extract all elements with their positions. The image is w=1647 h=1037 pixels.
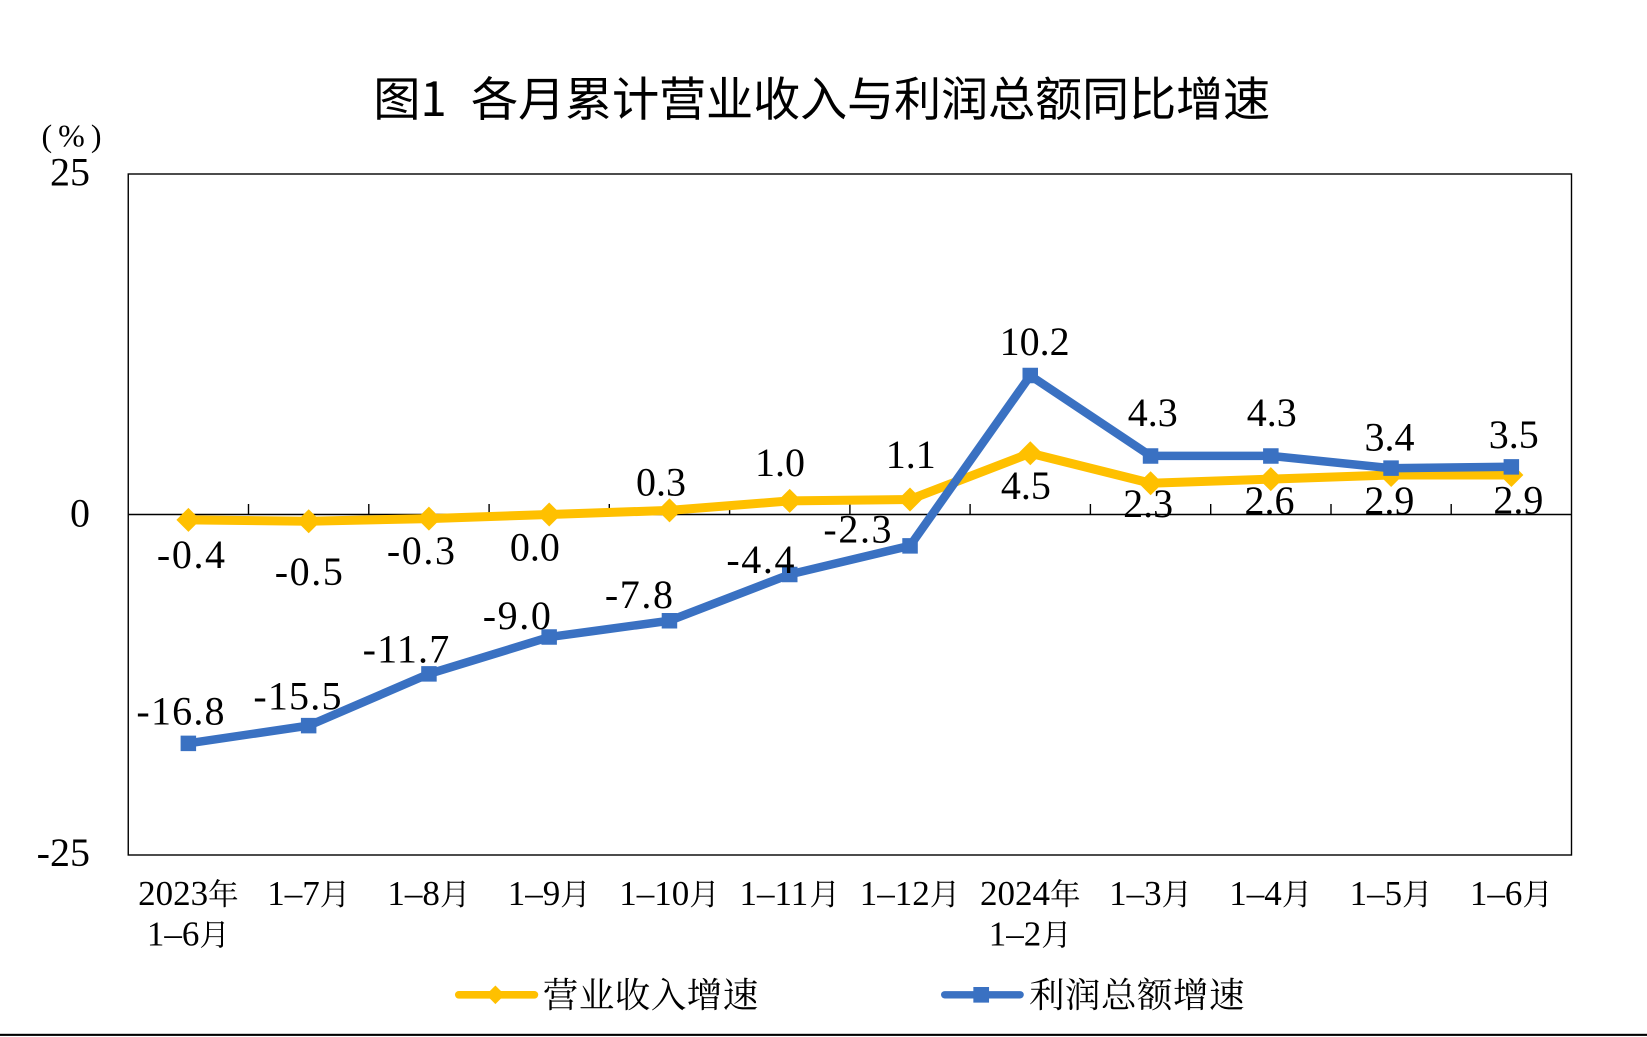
- svg-text:1–7: 1–7: [267, 874, 320, 913]
- svg-text:-16.8: -16.8: [136, 689, 225, 734]
- svg-text:-0.5: -0.5: [275, 549, 345, 594]
- svg-text:3.5: 3.5: [1489, 412, 1539, 457]
- svg-text:-25: -25: [37, 830, 90, 875]
- svg-text:2.9: 2.9: [1493, 478, 1543, 523]
- svg-text:4.5: 4.5: [1001, 463, 1051, 508]
- svg-text:4.3: 4.3: [1247, 390, 1297, 435]
- svg-text:2024: 2024: [980, 874, 1050, 913]
- svg-text:-9.0: -9.0: [483, 593, 553, 638]
- svg-text:-0.4: -0.4: [157, 532, 227, 577]
- svg-text:2.3: 2.3: [1123, 481, 1173, 526]
- svg-text:(%): (%): [42, 118, 108, 154]
- svg-text:1–6: 1–6: [147, 915, 200, 954]
- svg-text:-4.4: -4.4: [726, 537, 796, 582]
- svg-text:1–9: 1–9: [508, 874, 561, 913]
- svg-text:1–12: 1–12: [860, 874, 930, 913]
- svg-text:-7.8: -7.8: [605, 572, 675, 617]
- svg-text:1–6: 1–6: [1470, 874, 1523, 913]
- svg-text:-2.3: -2.3: [823, 507, 893, 552]
- svg-text:25: 25: [50, 150, 90, 195]
- svg-text:2.9: 2.9: [1364, 478, 1414, 523]
- svg-text:1–3: 1–3: [1109, 874, 1162, 913]
- svg-text:10.2: 10.2: [1000, 319, 1070, 364]
- svg-text:0.0: 0.0: [510, 525, 560, 570]
- svg-text:0: 0: [70, 491, 90, 536]
- svg-text:-11.7: -11.7: [363, 627, 451, 672]
- svg-text:2023: 2023: [138, 874, 208, 913]
- svg-text:0.3: 0.3: [636, 460, 686, 505]
- svg-text:-0.3: -0.3: [387, 528, 457, 573]
- svg-text:1.1: 1.1: [886, 432, 936, 477]
- svg-text:4.3: 4.3: [1128, 390, 1178, 435]
- svg-text:1–8: 1–8: [387, 874, 440, 913]
- svg-text:1–4: 1–4: [1229, 874, 1282, 913]
- svg-text:1.0: 1.0: [755, 440, 805, 485]
- svg-text:1–10: 1–10: [619, 874, 689, 913]
- svg-text:1–2: 1–2: [989, 915, 1042, 954]
- svg-text:2.6: 2.6: [1245, 478, 1295, 523]
- svg-text:1–11: 1–11: [740, 874, 809, 913]
- svg-text:1–5: 1–5: [1350, 874, 1403, 913]
- svg-text:3.4: 3.4: [1365, 415, 1415, 460]
- svg-text:-15.5: -15.5: [253, 674, 342, 719]
